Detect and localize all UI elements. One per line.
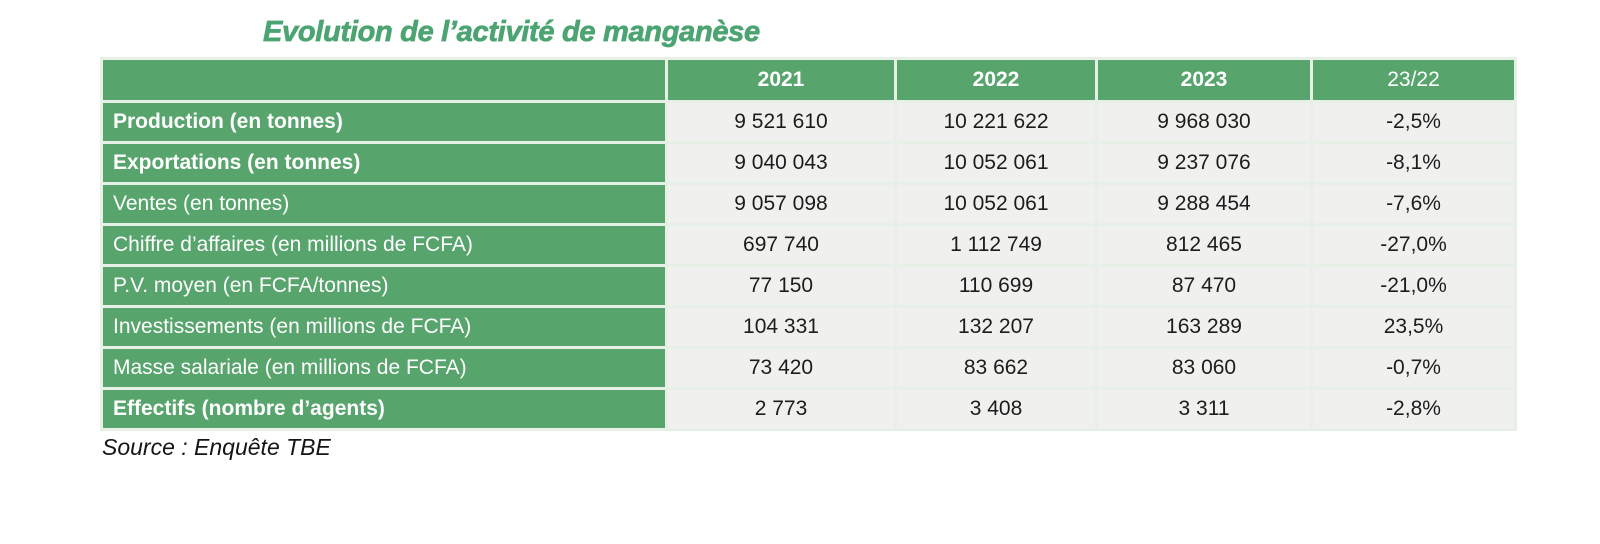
value-2022: 1 112 749: [897, 226, 1095, 264]
value-2023: 87 470: [1098, 267, 1310, 305]
value-variation: -7,6%: [1313, 185, 1514, 223]
value-2021: 2 773: [668, 390, 894, 428]
row-label: Chiffre d’affaires (en millions de FCFA): [103, 226, 665, 264]
value-2023: 3 311: [1098, 390, 1310, 428]
value-2023: 9 288 454: [1098, 185, 1310, 223]
table-row-investissements: Investissements (en millions de FCFA) 10…: [103, 308, 1514, 346]
value-2022: 10 052 061: [897, 144, 1095, 182]
header-year-2021: 2021: [668, 60, 894, 100]
value-variation: -0,7%: [1313, 349, 1514, 387]
value-2022: 10 221 622: [897, 103, 1095, 141]
header-year-2022: 2022: [897, 60, 1095, 100]
table-row-production: Production (en tonnes) 9 521 610 10 221 …: [103, 103, 1514, 141]
table-row-masse-salariale: Masse salariale (en millions de FCFA) 73…: [103, 349, 1514, 387]
value-2023: 812 465: [1098, 226, 1310, 264]
table-header-row: 2021 2022 2023 23/22: [103, 60, 1514, 100]
value-2022: 132 207: [897, 308, 1095, 346]
table-row-pv-moyen: P.V. moyen (en FCFA/tonnes) 77 150 110 6…: [103, 267, 1514, 305]
value-2021: 9 040 043: [668, 144, 894, 182]
header-year-2023: 2023: [1098, 60, 1310, 100]
value-2021: 104 331: [668, 308, 894, 346]
manganese-activity-table: 2021 2022 2023 23/22 Production (en tonn…: [100, 57, 1517, 431]
row-label: Ventes (en tonnes): [103, 185, 665, 223]
value-2023: 163 289: [1098, 308, 1310, 346]
row-label: Masse salariale (en millions de FCFA): [103, 349, 665, 387]
value-2021: 77 150: [668, 267, 894, 305]
value-2022: 110 699: [897, 267, 1095, 305]
row-label: Exportations (en tonnes): [103, 144, 665, 182]
table-row-exportations: Exportations (en tonnes) 9 040 043 10 05…: [103, 144, 1514, 182]
value-variation: -8,1%: [1313, 144, 1514, 182]
header-empty-cell: [103, 60, 665, 100]
value-2021: 9 057 098: [668, 185, 894, 223]
page-title: Evolution de l’activité de manganèse: [263, 16, 761, 49]
value-2023: 9 968 030: [1098, 103, 1310, 141]
value-variation: -2,5%: [1313, 103, 1514, 141]
source-note: Source : Enquête TBE: [102, 434, 331, 460]
value-variation: 23,5%: [1313, 308, 1514, 346]
row-label: Production (en tonnes): [103, 103, 665, 141]
value-2021: 9 521 610: [668, 103, 894, 141]
row-label: Effectifs (nombre d’agents): [103, 390, 665, 428]
value-2022: 3 408: [897, 390, 1095, 428]
value-2023: 83 060: [1098, 349, 1310, 387]
table-row-chiffre-affaires: Chiffre d’affaires (en millions de FCFA)…: [103, 226, 1514, 264]
header-variation-23-22: 23/22: [1313, 60, 1514, 100]
value-variation: -2,8%: [1313, 390, 1514, 428]
row-label: P.V. moyen (en FCFA/tonnes): [103, 267, 665, 305]
value-2023: 9 237 076: [1098, 144, 1310, 182]
value-2022: 83 662: [897, 349, 1095, 387]
value-2022: 10 052 061: [897, 185, 1095, 223]
value-2021: 73 420: [668, 349, 894, 387]
table-row-effectifs: Effectifs (nombre d’agents) 2 773 3 408 …: [103, 390, 1514, 428]
value-2021: 697 740: [668, 226, 894, 264]
table-row-ventes: Ventes (en tonnes) 9 057 098 10 052 061 …: [103, 185, 1514, 223]
value-variation: -27,0%: [1313, 226, 1514, 264]
row-label: Investissements (en millions de FCFA): [103, 308, 665, 346]
value-variation: -21,0%: [1313, 267, 1514, 305]
